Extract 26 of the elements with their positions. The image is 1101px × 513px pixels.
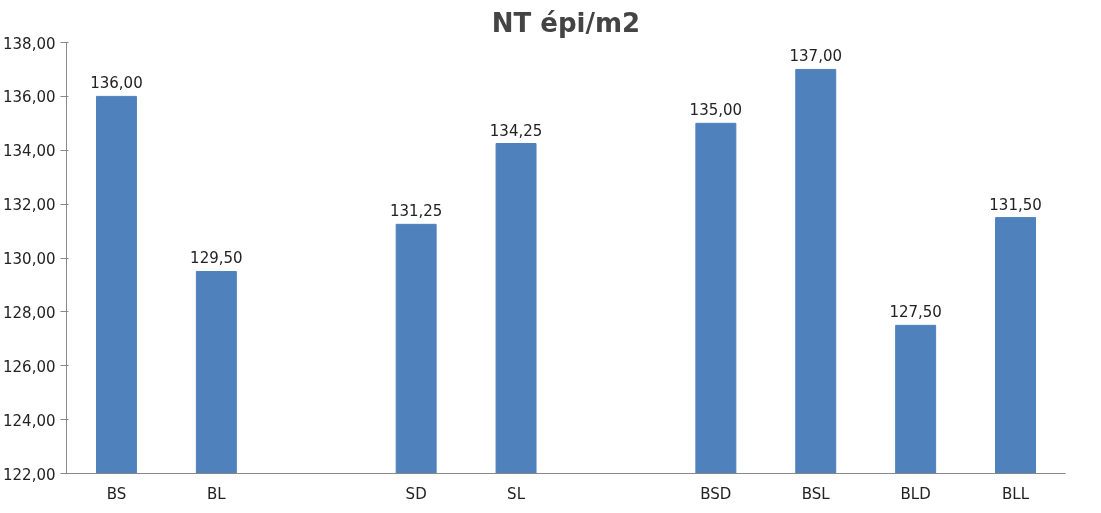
y-tick-label: 126,00 bbox=[3, 357, 56, 376]
data-label: 127,50 bbox=[889, 303, 942, 322]
chart-title: NT épi/m2 bbox=[491, 7, 641, 38]
y-tick-label: 138,00 bbox=[3, 34, 56, 53]
y-tick-label: 130,00 bbox=[3, 250, 56, 268]
x-tick-label: BSD bbox=[700, 484, 732, 503]
data-label: 131,50 bbox=[989, 195, 1042, 214]
x-tick-label: SL bbox=[507, 484, 526, 503]
y-tick-label: 128,00 bbox=[3, 303, 56, 322]
y-tick-label: 132,00 bbox=[3, 196, 56, 215]
x-tick-label: BL bbox=[207, 484, 227, 503]
data-label: 131,25 bbox=[389, 202, 443, 221]
x-tick-label: BLL bbox=[1002, 484, 1030, 503]
y-tick-label: 122,00 bbox=[3, 465, 56, 484]
y-tick-label: 124,00 bbox=[3, 411, 56, 430]
data-label: 134,25 bbox=[489, 121, 543, 140]
x-tick-label: SD bbox=[405, 484, 427, 503]
data-label: 135,00 bbox=[689, 101, 743, 120]
y-tick-label: 134,00 bbox=[3, 142, 56, 161]
x-tick-label: BSL bbox=[801, 484, 831, 503]
x-tick-label: BLD bbox=[900, 484, 931, 503]
data-label: 137,00 bbox=[789, 47, 843, 66]
y-tick-label: 136,00 bbox=[3, 88, 56, 107]
data-label: 129,50 bbox=[190, 249, 243, 268]
x-tick-label: BS bbox=[106, 484, 127, 503]
data-label: 136,00 bbox=[90, 74, 143, 93]
